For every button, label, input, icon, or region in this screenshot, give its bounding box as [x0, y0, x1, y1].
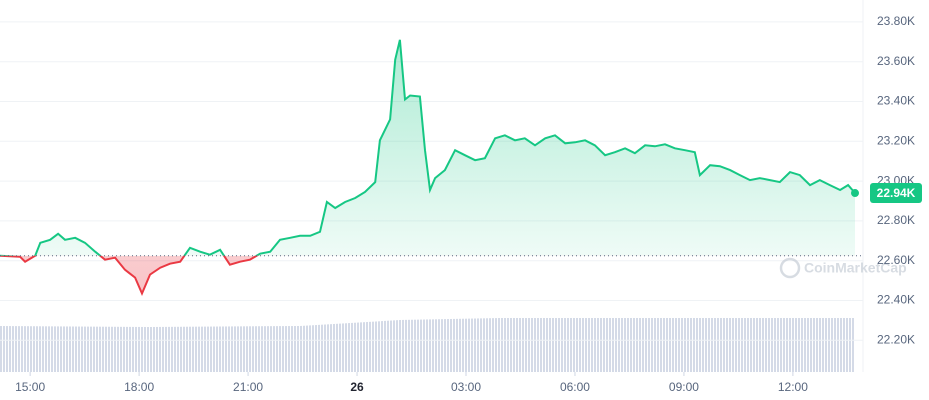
- y-tick-label: 22.40K: [877, 293, 915, 307]
- x-tick-label: 06:00: [560, 380, 590, 394]
- last-price-tag: [870, 183, 922, 204]
- area-below: [0, 255, 257, 294]
- price-line-above: [0, 39, 856, 256]
- volume-bars: [0, 318, 855, 372]
- watermark-text: CoinMarketCap: [804, 260, 907, 276]
- x-tick-label: 26: [350, 380, 364, 394]
- x-tick-label: 15:00: [15, 380, 45, 394]
- price-line-below: [0, 255, 259, 297]
- last-price-label: 22.94K: [877, 186, 916, 200]
- plot: [0, 39, 860, 297]
- x-tick-label: 09:00: [669, 380, 699, 394]
- y-tick-label: 23.80K: [877, 14, 915, 28]
- x-tick-label: 18:00: [124, 380, 154, 394]
- watermark-logo: [779, 257, 801, 279]
- y-tick-label: 22.60K: [877, 253, 915, 267]
- x-tick-label: 12:00: [778, 380, 808, 394]
- y-tick-label: 23.20K: [877, 133, 915, 147]
- last-point: [851, 189, 860, 198]
- y-tick-label: 22.20K: [877, 332, 915, 346]
- y-tick-label: 22.80K: [877, 213, 915, 227]
- watermark: CoinMarketCap: [779, 257, 907, 279]
- x-tick-label: 21:00: [233, 380, 263, 394]
- area-above: [0, 39, 855, 256]
- y-tick-label: 23.60K: [877, 54, 915, 68]
- x-tick-label: 03:00: [451, 380, 481, 394]
- y-tick-label: 23.40K: [877, 94, 915, 108]
